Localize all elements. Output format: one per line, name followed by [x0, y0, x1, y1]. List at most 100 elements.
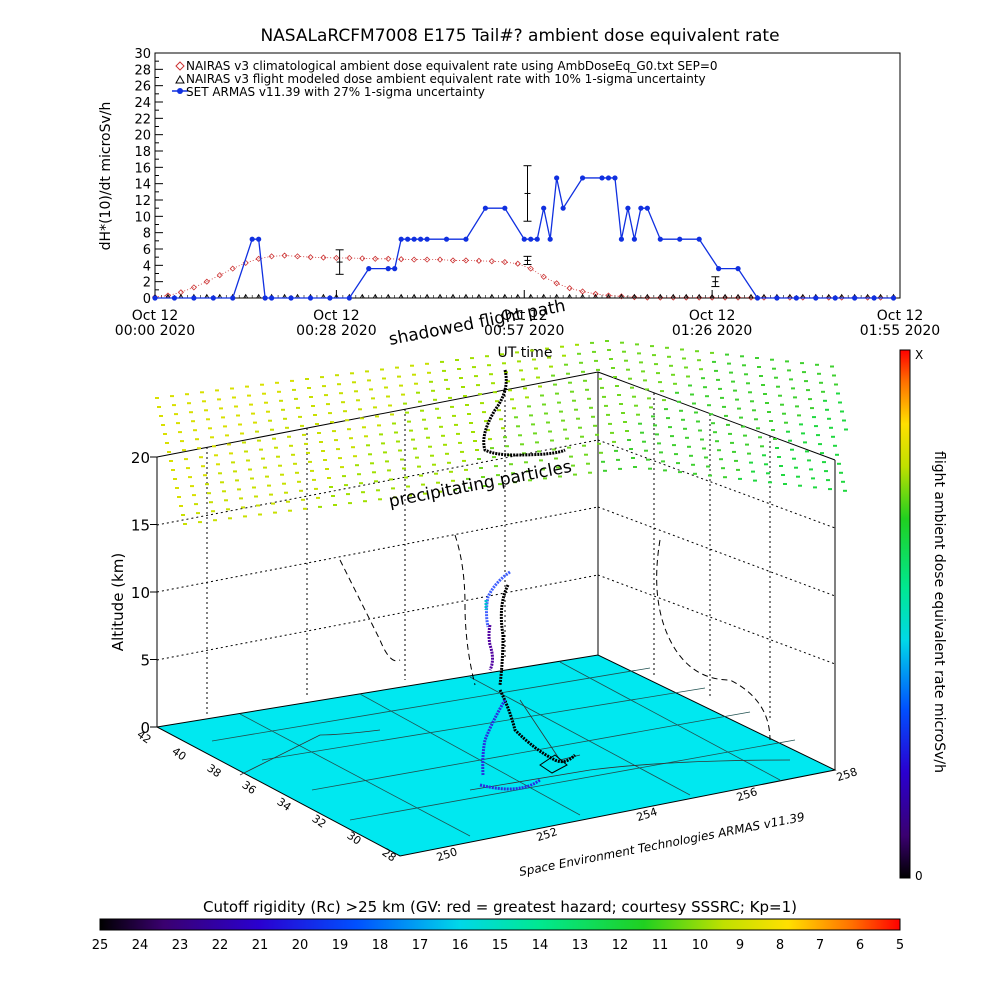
data-point-climatological [190, 284, 197, 291]
colorbar-ticks: 25 24 23 22 21 20 19 18 17 16 15 14 13 12 11 10 9 8 7 6 5 [92, 938, 904, 953]
legend-item-climatological: NAIRAS v3 climatological ambient dose eq… [175, 59, 718, 73]
data-point-climatological [631, 294, 638, 301]
longitude-axis: 250 252 254 256 258 [435, 765, 859, 864]
data-point-armas [256, 236, 262, 242]
latitude-tick-label: 40 [170, 745, 189, 764]
data-point-climatological [592, 290, 599, 297]
data-point-flight-modeled [696, 293, 702, 299]
colorbar-tick-label: 20 [292, 938, 309, 953]
trajectory-3d-panel: shadowed flight path precipitating parti… [109, 296, 859, 879]
legend: NAIRAS v3 climatological ambient dose eq… [172, 59, 718, 99]
precipitating-particles-field [155, 340, 848, 525]
data-point-flight-modeled [411, 293, 417, 299]
colorbar-gradient [99, 918, 901, 931]
data-point-climatological [216, 272, 223, 279]
y-tick-label: 30 [134, 47, 151, 62]
data-point-flight-modeled [515, 293, 521, 299]
colorbar-tick-label: 6 [856, 938, 864, 953]
altitude-axis-label: Altitude (km) [109, 553, 127, 651]
data-point-armas [638, 205, 644, 211]
data-point-climatological [475, 257, 482, 264]
legend-label: SET ARMAS v11.39 with 27% 1-sigma uncert… [186, 85, 485, 99]
x-tick-label: Oct 12 [501, 308, 547, 324]
data-point-flight-modeled [670, 293, 676, 299]
data-point-armas [418, 236, 424, 242]
data-point-armas [405, 236, 411, 242]
colorbar-tick-label: 12 [612, 938, 629, 953]
data-point-armas [696, 236, 702, 242]
data-point-flight-modeled [372, 293, 378, 299]
data-point-armas [152, 295, 158, 301]
y-tick-label: 26 [134, 80, 151, 95]
series-line-armas [155, 177, 894, 299]
x-tick-label: 01:26 2020 [672, 323, 752, 339]
x-tick-label: 00:00 2020 [115, 323, 195, 339]
trajectory-segment [487, 624, 494, 671]
data-point-flight-modeled [605, 293, 612, 299]
colorbar-tick-label: 13 [572, 938, 589, 953]
trajectory-segment [479, 778, 541, 791]
x-tick-label: Oct 12 [689, 308, 735, 324]
trajectory-segment [498, 689, 577, 764]
data-point-climatological [527, 265, 534, 272]
z-tick-label: 5 [140, 652, 150, 670]
x-tick-label: Oct 12 [132, 308, 178, 324]
data-point-armas [774, 295, 780, 301]
data-point-armas [631, 236, 637, 242]
y-tick-label: 4 [143, 259, 151, 274]
y-tick-label: 12 [134, 194, 151, 209]
data-point-climatological [449, 257, 457, 264]
triangle-marker-icon [175, 74, 185, 84]
longitude-tick-label: 252 [535, 825, 559, 844]
colorbar-tick-label: 16 [452, 938, 469, 953]
annotation-precipitating-particles: precipitating particles [387, 457, 573, 512]
data-point-flight-modeled [748, 293, 754, 299]
data-point-flight-modeled [579, 293, 586, 299]
colorbar-tick-label: 7 [816, 938, 824, 953]
trajectory-segment [481, 699, 507, 776]
x-tick-label: Oct 12 [877, 308, 923, 324]
x-axis-label: UT time [498, 345, 553, 361]
data-point-armas [346, 295, 352, 301]
colorbar-tick-label: 17 [412, 938, 429, 953]
x-tick-label: 00:57 2020 [484, 323, 564, 339]
data-point-flight-modeled [398, 293, 404, 299]
data-point-climatological [501, 259, 508, 266]
data-point-armas [230, 295, 236, 301]
y-tick-label: 14 [134, 178, 151, 193]
data-point-climatological [281, 252, 288, 259]
data-point-armas [890, 295, 897, 301]
colorbar-tick-label: 19 [332, 938, 349, 953]
longitude-tick-label: 254 [635, 805, 659, 824]
data-point-flight-modeled [243, 293, 249, 299]
airport-marker [539, 754, 568, 774]
z-tick-label: 0 [140, 719, 150, 737]
data-point-climatological [294, 253, 301, 260]
data-point-climatological [462, 257, 470, 264]
colorbar-tick-label: 21 [252, 938, 269, 953]
x-tick-label: 00:28 2020 [296, 323, 376, 339]
data-point-armas [411, 236, 417, 242]
data-point-climatological [229, 265, 236, 272]
z-tick-label: 15 [131, 517, 150, 535]
dose-rate-colorbar: X 0 flight ambient dose equivalent rate … [899, 348, 947, 883]
data-point-armas [385, 266, 391, 272]
data-point-climatological [488, 258, 495, 265]
data-point-armas [735, 266, 741, 272]
x-tick-label: 01:55 2020 [860, 323, 940, 339]
y-tick-label: 20 [134, 129, 151, 144]
data-point-flight-modeled [489, 293, 495, 299]
legend-label: NAIRAS v3 climatological ambient dose eq… [186, 59, 718, 73]
trajectory-segment [485, 570, 511, 628]
data-point-armas [813, 295, 819, 301]
data-point-flight-modeled [709, 293, 715, 299]
data-point-climatological [203, 278, 210, 285]
altitude-axis: 0 5 10 15 20 [131, 449, 157, 737]
data-point-climatological [398, 256, 405, 263]
data-point-armas [657, 236, 663, 242]
y-tick-label: 10 [134, 210, 151, 225]
data-point-armas [579, 175, 586, 181]
y-tick-label: 18 [134, 145, 151, 160]
dose-rate-timeseries: NASALaRCFM7008 E175 Tail#? ambient dose … [98, 26, 940, 361]
data-point-armas [171, 295, 178, 301]
